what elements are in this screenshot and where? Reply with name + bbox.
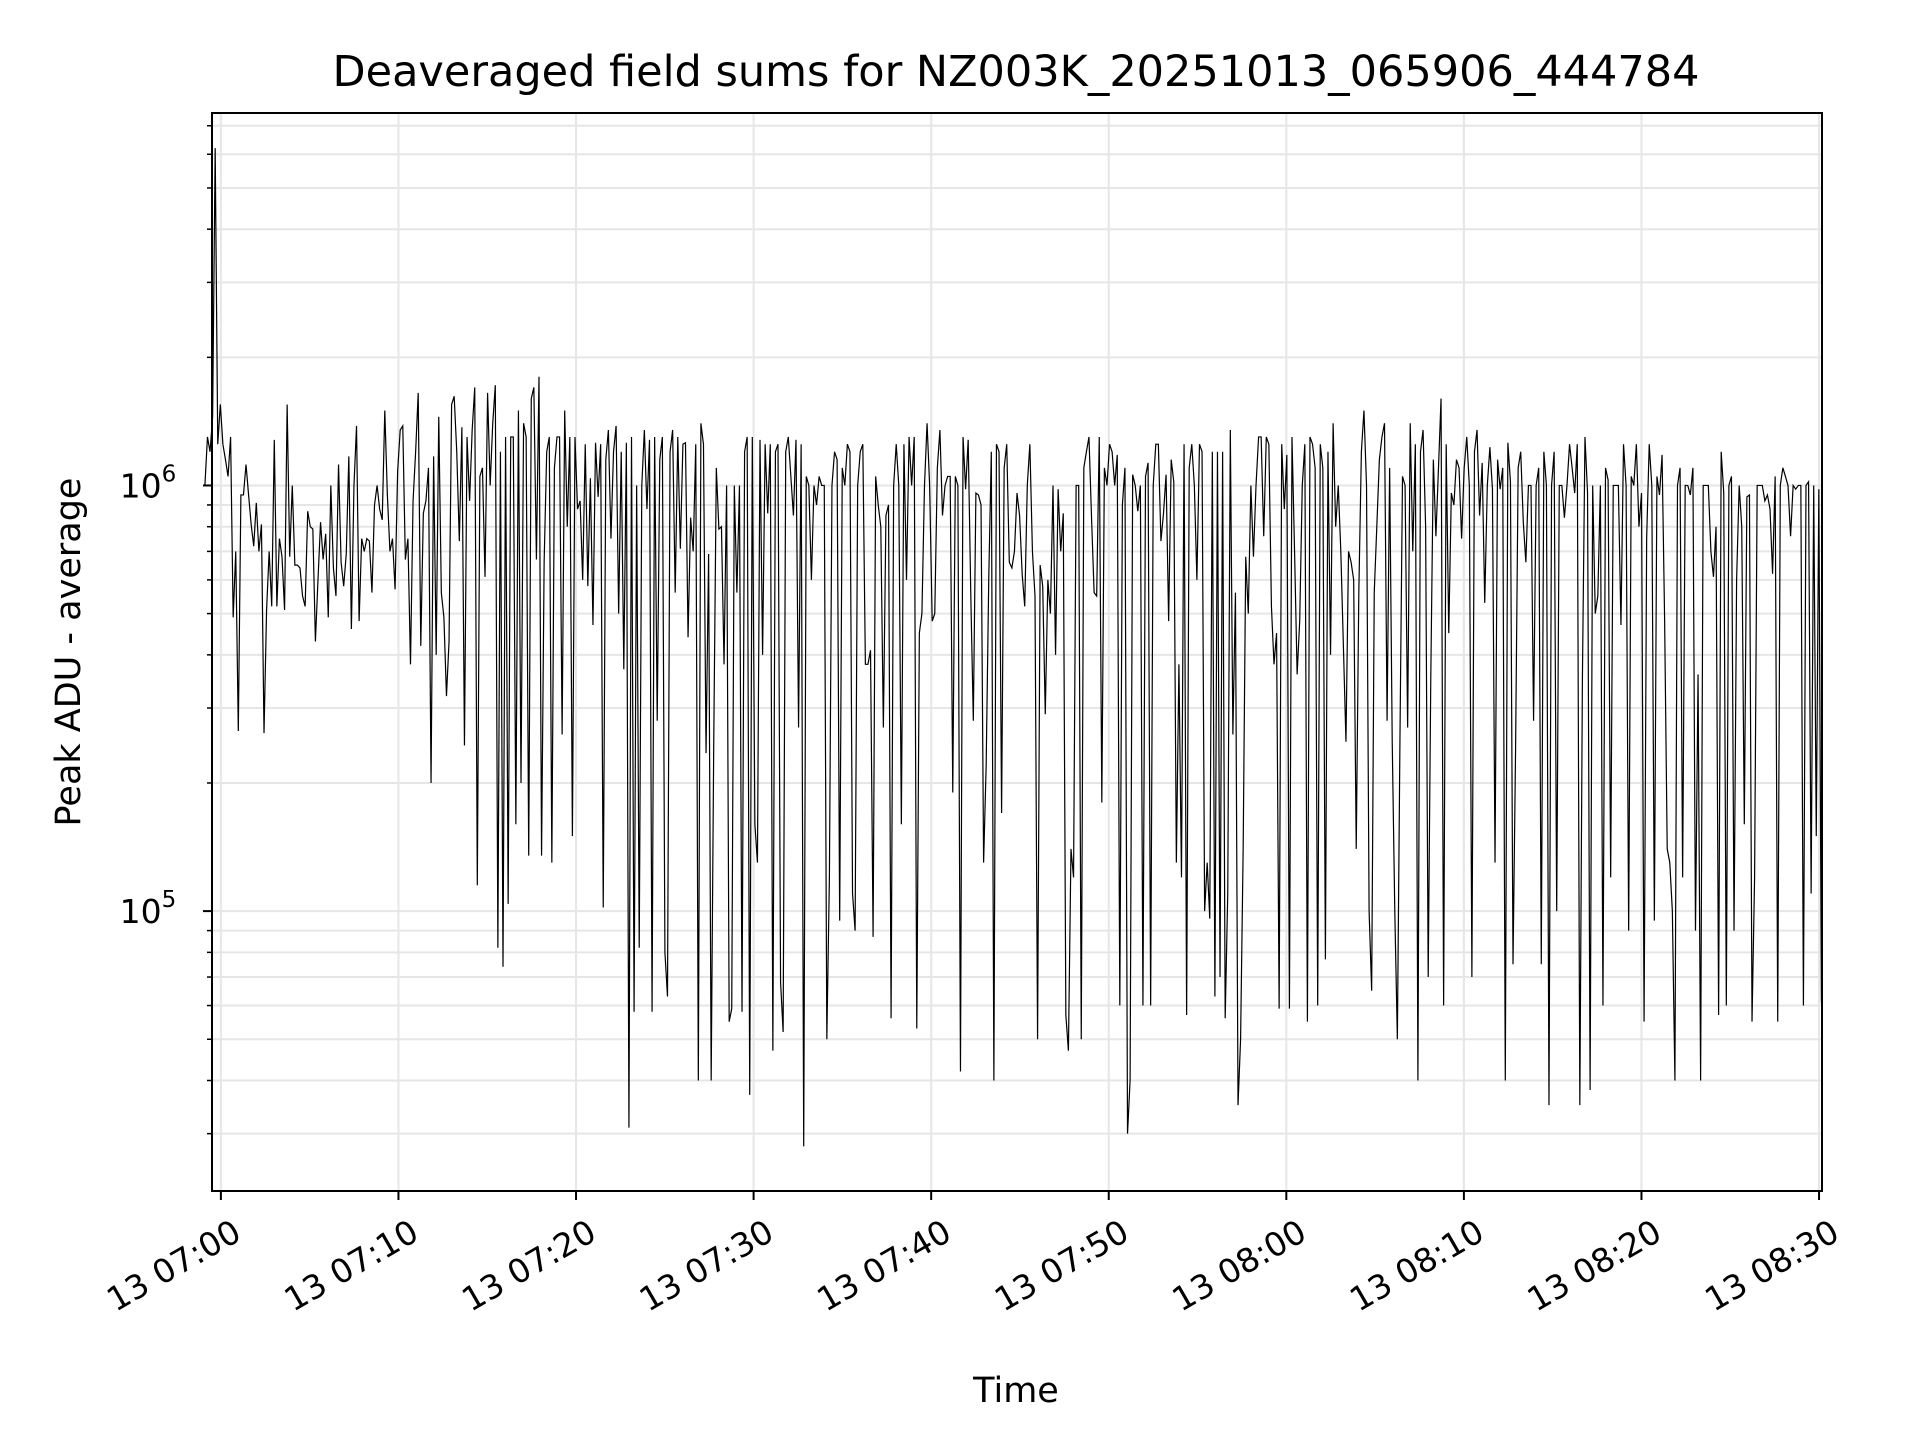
series-line	[204, 148, 1823, 1147]
y-tick-base: 10	[120, 892, 162, 931]
series-layer	[204, 148, 1823, 1147]
y-axis-title: Peak ADU - average	[49, 478, 89, 827]
y-tick-exponent: 5	[162, 887, 177, 913]
plot-frame	[211, 112, 1823, 1192]
y-tick-base: 10	[120, 466, 162, 505]
y-tick-label: 106	[120, 461, 177, 505]
chart-title: Deaveraged field sums for NZ003K_2025101…	[333, 47, 1700, 97]
y-tick-label: 105	[120, 887, 177, 931]
x-axis-title: Time	[972, 1371, 1059, 1411]
y-tick-exponent: 6	[162, 461, 177, 487]
